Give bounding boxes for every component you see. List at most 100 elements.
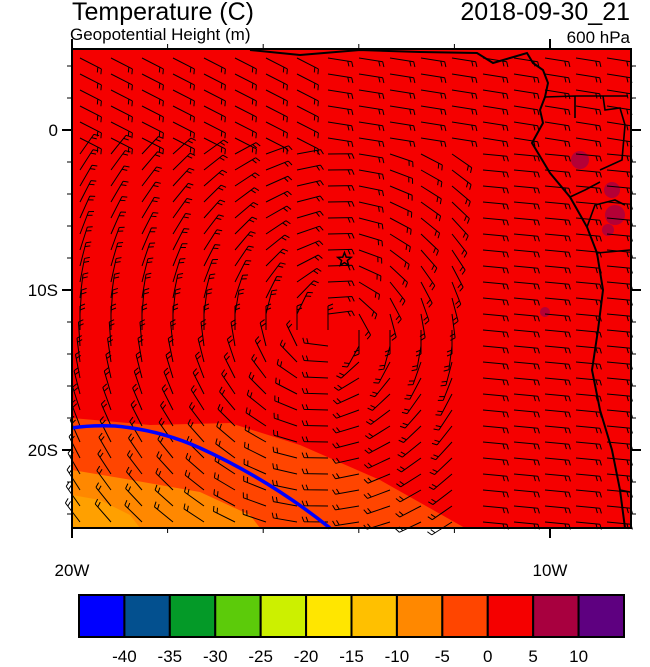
wind-barb bbox=[513, 89, 540, 100]
wind-barb bbox=[203, 258, 218, 283]
wind-barb bbox=[187, 419, 205, 443]
wind-barb bbox=[216, 421, 236, 443]
wind-barb bbox=[203, 105, 226, 123]
wind-barb bbox=[234, 216, 258, 235]
wind-barb bbox=[544, 361, 571, 370]
wind-barb bbox=[172, 137, 196, 155]
wind-barb bbox=[437, 377, 453, 401]
wind-barb bbox=[172, 105, 195, 123]
wind-barb bbox=[327, 310, 355, 317]
wind-barb bbox=[389, 121, 416, 132]
wind-barb bbox=[389, 169, 414, 184]
x-tick-label: 10W bbox=[533, 561, 568, 580]
wind-barb bbox=[265, 205, 292, 219]
wind-barb bbox=[296, 57, 319, 75]
wind-barb bbox=[110, 165, 130, 187]
wind-barb bbox=[389, 137, 416, 148]
wind-barb bbox=[395, 489, 422, 503]
wind-barb bbox=[544, 425, 571, 434]
wind-barb bbox=[245, 407, 267, 427]
wind-barb bbox=[203, 199, 226, 219]
wind-barb bbox=[79, 241, 92, 267]
wind-barb bbox=[141, 57, 164, 75]
wind-barb bbox=[389, 281, 406, 306]
wind-barb bbox=[203, 89, 226, 107]
wind-barb bbox=[411, 345, 422, 372]
wind-barb bbox=[513, 105, 540, 116]
wind-barb bbox=[482, 409, 509, 418]
wind-barb bbox=[110, 272, 120, 299]
wind-barb bbox=[124, 500, 143, 523]
wind-barb bbox=[161, 384, 174, 411]
wind-barb bbox=[451, 249, 466, 275]
wind-barb bbox=[389, 153, 414, 168]
wind-barb bbox=[429, 457, 453, 476]
wind-barb bbox=[358, 137, 385, 148]
wind-barb bbox=[219, 386, 236, 411]
wind-barb bbox=[296, 73, 319, 91]
wind-barb bbox=[544, 457, 571, 466]
wind-barb bbox=[513, 169, 540, 178]
wind-barb bbox=[203, 139, 229, 155]
colorbar-label: -20 bbox=[294, 647, 319, 666]
wind-barb bbox=[301, 420, 329, 427]
colorbar-swatch bbox=[214, 594, 262, 638]
y-tick-label: 0 bbox=[49, 121, 58, 140]
wind-barb bbox=[126, 450, 143, 475]
wind-barb bbox=[105, 351, 112, 379]
wind-barb bbox=[97, 449, 112, 475]
wind-barb bbox=[482, 313, 509, 322]
wind-barb bbox=[79, 303, 86, 330]
wind-barb bbox=[234, 89, 257, 107]
wind-barb bbox=[130, 400, 143, 427]
wind-barb bbox=[420, 137, 447, 148]
wind-barb bbox=[513, 153, 540, 162]
wind-barb bbox=[332, 457, 360, 464]
wind-barb bbox=[420, 201, 442, 222]
wind-barb bbox=[197, 335, 205, 363]
wind-barb bbox=[327, 73, 354, 84]
wind-barb bbox=[79, 164, 98, 187]
wind-barb bbox=[427, 505, 453, 521]
wind-barb bbox=[451, 73, 478, 84]
temperature-field-minus10 bbox=[72, 495, 140, 528]
wind-barb bbox=[398, 425, 422, 443]
wind-barb bbox=[358, 89, 385, 100]
wind-barb bbox=[102, 383, 112, 411]
wind-barb bbox=[451, 89, 478, 100]
wind-barb bbox=[420, 153, 443, 171]
wind-barb bbox=[420, 265, 436, 291]
wind-barb bbox=[482, 217, 509, 226]
wind-barb bbox=[212, 505, 236, 523]
wind-barb bbox=[513, 249, 540, 258]
wind-barb bbox=[575, 217, 602, 226]
wind-barb bbox=[98, 432, 112, 459]
wind-barb bbox=[221, 369, 236, 395]
wind-barb bbox=[301, 355, 329, 363]
wind-barb bbox=[389, 233, 411, 253]
wind-barb bbox=[482, 233, 509, 242]
wind-barb bbox=[389, 249, 410, 270]
wind-barb bbox=[155, 468, 174, 491]
wind-barb bbox=[153, 501, 174, 523]
wind-barbs bbox=[64, 57, 633, 536]
wind-barb bbox=[332, 488, 360, 495]
wind-barb bbox=[217, 403, 236, 427]
wind-barb bbox=[272, 479, 298, 491]
country-borders bbox=[544, 95, 631, 493]
wind-barb bbox=[369, 377, 391, 398]
wind-barb bbox=[513, 377, 540, 386]
wind-barb bbox=[172, 152, 196, 171]
wind-barb bbox=[242, 492, 267, 507]
wind-barb bbox=[301, 388, 329, 395]
wind-barb bbox=[482, 505, 509, 514]
wind-barb bbox=[128, 433, 143, 459]
wind-barb bbox=[482, 89, 509, 100]
wind-barb bbox=[332, 441, 360, 449]
wind-barb bbox=[100, 399, 112, 427]
wind-barb bbox=[358, 121, 385, 132]
wind-barb bbox=[296, 303, 303, 330]
wind-barb bbox=[420, 73, 447, 84]
colorbar-label: 0 bbox=[483, 647, 492, 666]
wind-barb bbox=[358, 249, 383, 264]
